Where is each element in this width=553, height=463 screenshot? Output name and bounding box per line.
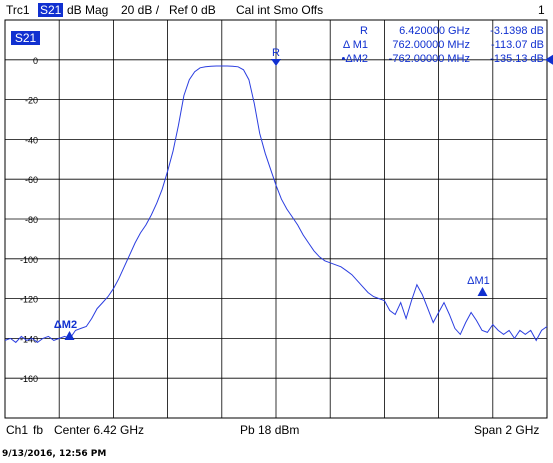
channel-footer: Ch1 fb Center 6.42 GHz Pb 18 dBm Span 2 … [0,420,553,438]
power-label[interactable]: Pb 18 dBm [240,423,300,437]
sweep-type-label[interactable]: fb [33,423,44,437]
marker-label: R [272,47,280,59]
plot-grid [4,19,548,419]
marker-table-name: R [360,25,368,37]
y-tick-label: -80 [25,215,38,225]
reference-label[interactable]: Ref 0 dB [169,3,216,17]
timestamp: 9/13/2016, 12:56 PM [2,449,107,459]
cal-info-label[interactable]: Cal int Smo Offs [236,3,324,17]
format-label[interactable]: dB Mag [67,3,109,17]
marker-table: R 6.420000 GHz -3.1398 dB Δ M1 762.00000 MHz… [342,25,544,65]
plot-markers: R ΔM1 ΔM2 [54,47,490,341]
marker-table-name: •ΔM2 [342,53,368,65]
marker-table-response: -135.13 dB [490,53,544,65]
y-tick-label: -20 [25,96,38,106]
marker-table-name: Δ M1 [343,39,368,51]
marker-table-response: -3.1398 dB [490,25,544,37]
y-tick-label: -100 [20,255,38,265]
marker-label: ΔM2 [54,319,77,331]
trace-label-badge: S21 [11,31,40,45]
span-label[interactable]: Span 2 GHz [474,423,540,437]
y-tick-label: -60 [25,175,38,185]
s21-trace-line [4,65,548,344]
marker-label: ΔM1 [467,275,490,287]
marker-table-stimulus: 6.420000 GHz [399,25,470,37]
y-tick-labels: 0-20-40-60-80-100-120-140-160 [20,56,38,384]
trace-label: S21 [15,31,37,45]
reference-arrow-icon[interactable] [545,54,553,65]
marker-table-stimulus: -762.00000 MHz [389,53,470,65]
measurement-badge[interactable]: S21 [38,3,64,17]
y-tick-label: -40 [25,135,38,145]
channel-label[interactable]: Ch1 [6,423,29,437]
marker-table-response: -113.07 dB [491,39,544,51]
trace-name[interactable]: Trc1 [6,3,30,17]
trace-header: Trc1 S21 dB Mag 20 dB / Ref 0 dB Cal int… [0,0,553,20]
marker-triangle-icon[interactable] [64,331,75,341]
y-tick-label: 0 [33,56,38,66]
marker-triangle-icon[interactable] [271,59,281,67]
reference-level-arrow[interactable] [545,54,553,65]
y-tick-label: -120 [20,295,38,305]
channel-index: 1 [538,3,545,17]
trace-label-bg [11,31,40,45]
marker-table-stimulus: 762.00000 MHz [392,39,470,51]
center-frequency[interactable]: Center 6.42 GHz [54,423,145,437]
scale-label[interactable]: 20 dB / [121,3,160,17]
y-tick-label: -160 [20,374,38,384]
marker-triangle-icon[interactable] [477,287,488,297]
